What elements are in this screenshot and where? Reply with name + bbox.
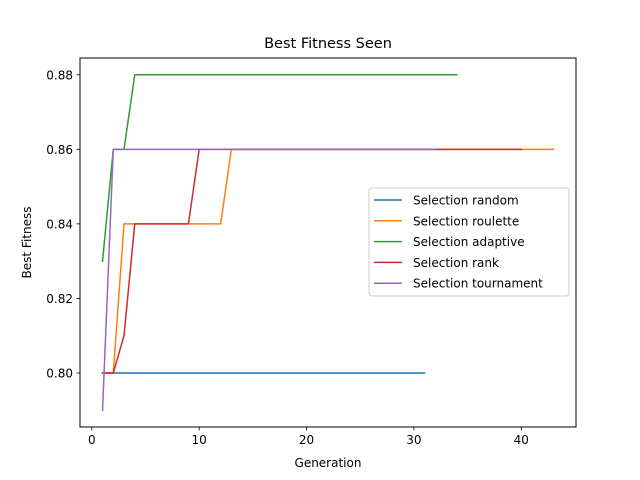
y-tick-label: 0.88: [46, 68, 73, 82]
y-tick-label: 0.86: [46, 143, 73, 157]
x-tick-label: 40: [514, 433, 529, 447]
legend: Selection random Selection roulette Select…: [368, 187, 570, 297]
plot-frame: [79, 57, 577, 428]
legend-label-0: Selection random: [413, 194, 519, 208]
chart-title: Best Fitness Seen: [264, 36, 392, 52]
x-tick-label: 0: [88, 433, 96, 447]
y-tick-label: 0.84: [46, 217, 73, 231]
legend-label-2: Selection adaptive: [413, 235, 525, 249]
x-tick-label: 30: [406, 433, 421, 447]
series-line-4: [101, 148, 437, 412]
y-tick-label: 0.80: [46, 366, 73, 380]
series-layer: [101, 74, 555, 412]
legend-label-1: Selection roulette: [413, 214, 519, 228]
x-tick-label: 10: [192, 433, 207, 447]
legend-label-3: Selection rank: [413, 256, 499, 270]
x-axis: 0 10 20 30 40: [88, 427, 529, 447]
y-axis: 0.80 0.82 0.84 0.86 0.88: [46, 68, 80, 380]
legend-label-4: Selection tournament: [413, 277, 543, 291]
x-axis-title: Generation: [295, 456, 362, 470]
y-axis-title: Best Fitness: [20, 207, 34, 279]
legend-box: [368, 187, 570, 297]
y-tick-label: 0.82: [46, 292, 73, 306]
x-tick-label: 20: [299, 433, 314, 447]
